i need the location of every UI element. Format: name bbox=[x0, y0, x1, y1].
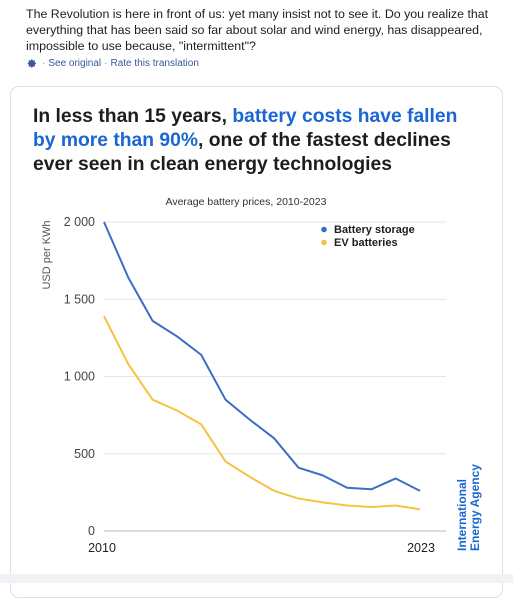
y-axis-label: USD per KWh bbox=[41, 220, 53, 289]
legend-label: Battery storage bbox=[334, 224, 415, 236]
translation-bar: · See original · Rate this translation bbox=[26, 56, 199, 70]
gear-icon bbox=[27, 59, 36, 68]
post-text: The Revolution is here in front of us: y… bbox=[26, 7, 489, 53]
iea-logo: International Energy Agency bbox=[455, 464, 482, 551]
battery-price-chart: Average battery prices, 2010-2023 USD pe… bbox=[41, 196, 482, 555]
legend-marker bbox=[321, 226, 327, 233]
headline-highlight: battery costs have fallen by more than 9… bbox=[33, 106, 458, 151]
legend-marker bbox=[321, 239, 327, 246]
logo-line2: Energy Agency bbox=[468, 464, 482, 551]
headline-text-end: , one of the fastest declines ever seen … bbox=[33, 130, 451, 175]
x-tick-label: 2010 bbox=[88, 541, 116, 555]
x-tick-label: 2023 bbox=[407, 541, 435, 555]
logo-line1: International bbox=[455, 479, 469, 551]
separator: · bbox=[104, 57, 108, 69]
y-tick-label: 2 000 bbox=[64, 215, 95, 229]
chart-title: Average battery prices, 2010-2023 bbox=[166, 196, 327, 208]
see-original-link[interactable]: See original bbox=[48, 57, 102, 69]
y-tick-label: 500 bbox=[74, 447, 95, 461]
shared-image-card[interactable]: In less than 15 years, battery costs hav… bbox=[10, 86, 503, 598]
y-tick-label: 1 500 bbox=[64, 292, 95, 306]
y-tick-label: 0 bbox=[88, 524, 95, 538]
card-headline: In less than 15 years, battery costs hav… bbox=[33, 105, 483, 177]
y-tick-label: 1 000 bbox=[64, 370, 95, 384]
rate-translation-link[interactable]: Rate this translation bbox=[110, 57, 199, 69]
legend-label: EV batteries bbox=[334, 237, 398, 249]
series-line bbox=[103, 221, 421, 492]
feed-bottom-bar bbox=[0, 574, 513, 583]
series-line bbox=[103, 315, 421, 511]
headline-text: In less than 15 years, bbox=[33, 106, 233, 127]
separator: · bbox=[42, 57, 46, 69]
